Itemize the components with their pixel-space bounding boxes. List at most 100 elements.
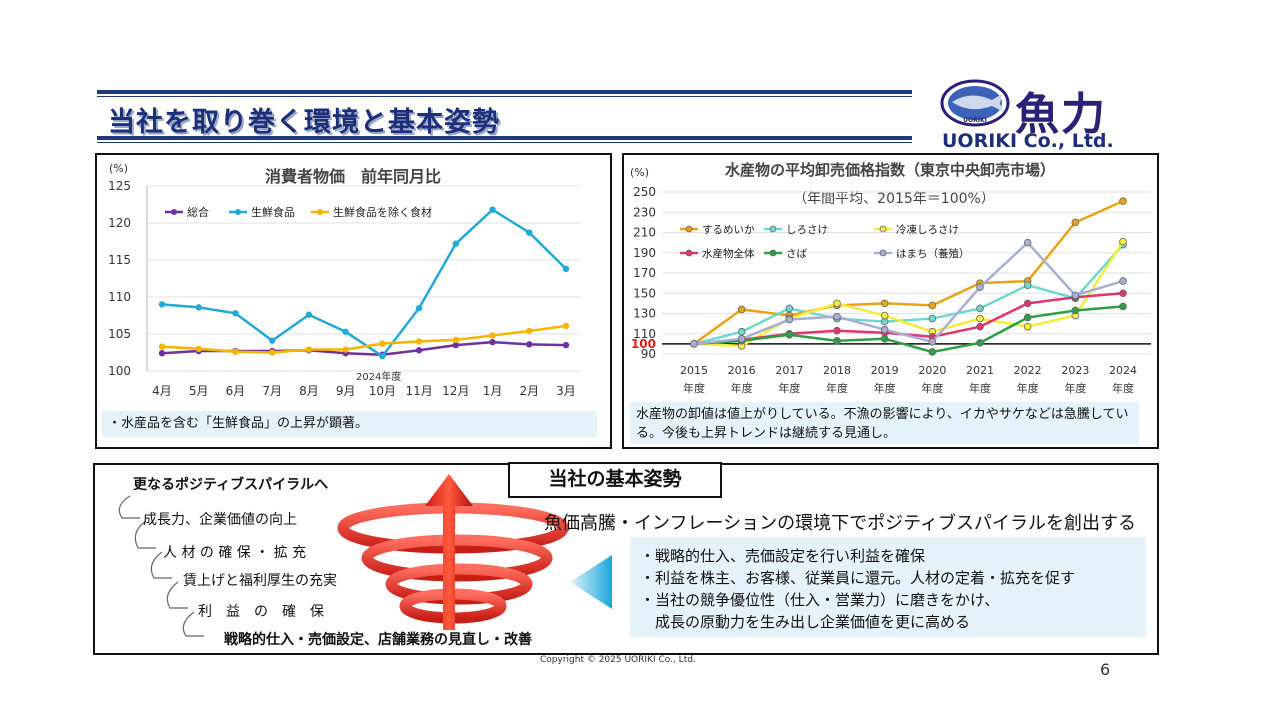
x-year-label: 2024年度 — [356, 370, 401, 383]
seafood-note: 水産物の卸値は値上がりしている。不漁の影響により、イカやサケなどは急騰している。… — [630, 402, 1139, 444]
section-title: 当社の基本姿勢 — [508, 462, 722, 498]
x-tick-suffix: 年度 — [921, 381, 943, 395]
spiral-graphic — [337, 474, 569, 630]
seafood-index-chart: 水産物の平均卸売価格指数（東京中央卸売市場） （年間平均、2015年＝100%） (… — [630, 161, 1151, 395]
legend-label: 冷凍しろさけ — [896, 223, 959, 236]
x-tick-label: 8月 — [299, 384, 319, 398]
y-tick-label: 130 — [633, 307, 656, 321]
x-tick-suffix: 年度 — [1017, 381, 1039, 395]
reference-label: 100 — [631, 337, 656, 351]
y-tick-label: 100 — [108, 364, 131, 378]
policy-line-2: ・利益を株主、お客様、従業員に還元。人材の定着・拡充を促す — [640, 569, 1076, 587]
chart-title: 消費者物価 前年同月比 — [265, 167, 441, 186]
data-point — [305, 311, 313, 318]
x-tick-suffix: 年度 — [1112, 381, 1134, 395]
data-point — [690, 340, 698, 348]
triangle-arrow-icon — [570, 555, 612, 609]
data-point — [833, 326, 841, 335]
data-point — [562, 265, 570, 273]
data-point — [880, 325, 889, 334]
data-point — [976, 314, 984, 323]
series-line-3 — [161, 324, 567, 354]
y-tick-label: 115 — [108, 253, 131, 267]
data-point — [1119, 277, 1127, 285]
data-point — [1119, 302, 1127, 311]
data-point — [415, 304, 423, 312]
step-2: 利 益 の 確 保 — [198, 604, 324, 620]
policy-box: ・戦略的仕入、売価設定を行い利益を確保 ・利益を株主、お客様、従業員に還元。人材… — [630, 537, 1146, 637]
data-point — [526, 229, 533, 236]
series-line-1 — [693, 199, 1124, 345]
data-point — [928, 314, 937, 323]
legend-marker — [685, 249, 693, 257]
series-line-6 — [693, 240, 1124, 346]
x-tick-suffix: 年度 — [826, 381, 848, 395]
data-point — [1119, 237, 1127, 246]
step-1: 戦略的仕入・売価設定、店舗業務の見直し・改善 — [224, 632, 532, 648]
data-point — [1071, 218, 1080, 227]
y-axis-unit: (%) — [109, 162, 128, 175]
y-tick-label: 190 — [633, 246, 656, 260]
x-tick-label: 10月 — [369, 384, 396, 398]
legend-marker — [685, 225, 693, 233]
x-tick-label: 4月 — [152, 384, 172, 398]
x-tick-label: 2020 — [918, 364, 946, 377]
data-point — [526, 327, 533, 335]
legend-label: はまち（養殖） — [896, 247, 970, 260]
title-rule-top — [97, 90, 912, 94]
y-tick-label: 150 — [633, 286, 656, 300]
data-point — [305, 346, 313, 353]
x-tick-suffix: 年度 — [874, 381, 896, 395]
data-point — [158, 301, 166, 308]
data-point — [880, 311, 889, 320]
data-point — [232, 348, 239, 355]
data-point — [489, 338, 496, 346]
legend-marker — [879, 249, 887, 257]
legend-label: 生鮮食品 — [251, 205, 295, 219]
data-point — [1023, 322, 1032, 331]
policy-line-1: ・戦略的仕入、売価設定を行い利益を確保 — [640, 547, 926, 565]
cpi-chart: 消費者物価 前年同月比 (%) 100 105 110 115 120 125 4月 5月 6月 7月… — [108, 162, 581, 398]
x-tick-label: 2019 — [871, 364, 899, 377]
data-point — [195, 304, 202, 311]
policy-line-3: ・当社の競争優位性（仕入・営業力）に磨きをかけ、 — [640, 591, 1000, 609]
x-tick-label: 2015 — [680, 364, 708, 377]
data-point — [452, 240, 460, 247]
x-tick-label: 12月 — [442, 384, 469, 398]
title-rule-bottom-thin — [97, 142, 912, 143]
x-tick-label: 2018 — [823, 364, 851, 377]
data-point — [158, 350, 166, 357]
data-point — [737, 335, 746, 343]
data-point — [785, 304, 794, 313]
data-point — [195, 345, 202, 352]
legend-label: するめいか — [702, 224, 755, 236]
data-point — [976, 322, 984, 331]
legend-marker — [769, 249, 777, 257]
data-point — [379, 340, 386, 347]
legend-marker — [879, 225, 887, 233]
x-tick-label: 2022 — [1014, 364, 1042, 377]
company-name: UORIKI Co., Ltd. — [942, 130, 1114, 152]
step-4: 人 材 の 確 保 ・ 拡 充 — [163, 545, 307, 561]
seafood-index-panel — [622, 153, 1159, 449]
data-point — [737, 327, 746, 336]
data-point — [232, 310, 239, 317]
data-point — [452, 341, 460, 349]
legend-label: しろさけ — [786, 224, 828, 236]
y-tick-label: 170 — [633, 266, 656, 280]
y-tick-label: 125 — [108, 179, 131, 193]
series-line-3 — [693, 240, 1125, 348]
data-point — [785, 330, 794, 339]
step-3: 賃上げと福利厚生の充実 — [183, 573, 337, 589]
data-point — [833, 312, 841, 321]
x-tick-suffix: 年度 — [778, 381, 800, 395]
step-connectors — [118, 495, 204, 637]
chart-title: 水産物の平均卸売価格指数（東京中央卸売市場） — [725, 161, 1055, 179]
data-point — [342, 328, 349, 335]
legend-marker — [317, 209, 323, 215]
step-5: 成長力、企業価値の向上 — [143, 512, 297, 528]
x-tick-suffix: 年度 — [731, 381, 753, 395]
legend-marker — [769, 225, 777, 233]
legend-marker — [171, 209, 177, 215]
data-point — [928, 301, 937, 310]
